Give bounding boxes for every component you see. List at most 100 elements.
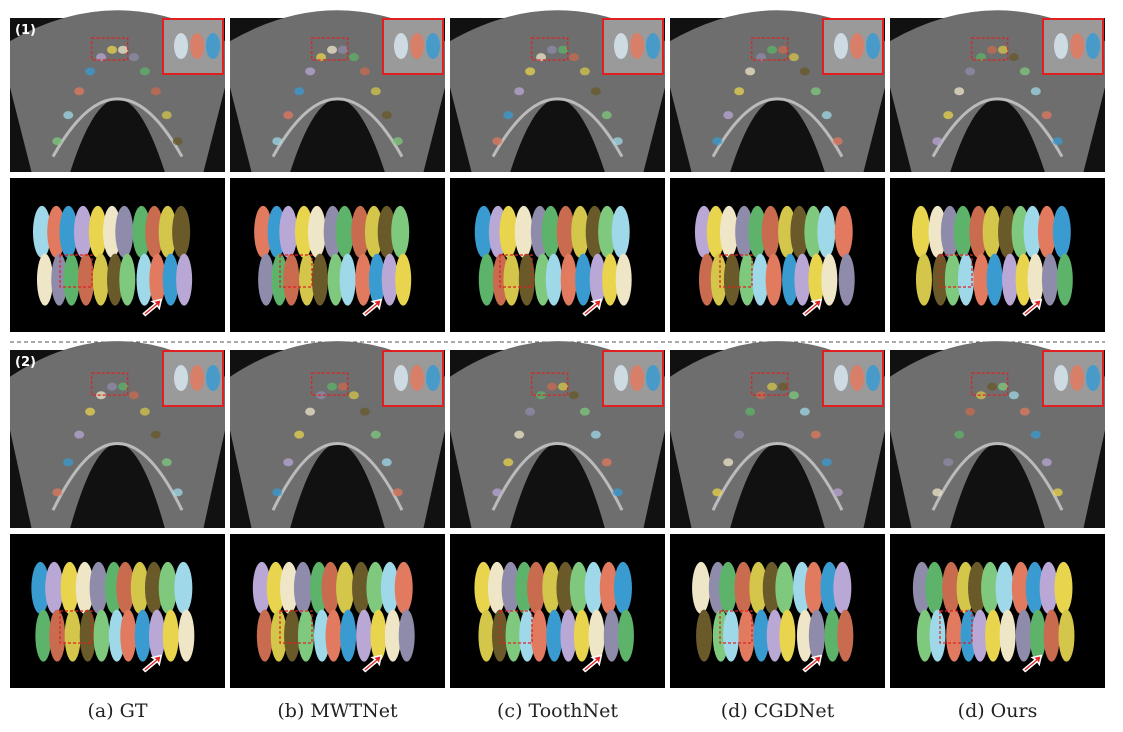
upper-tooth: [1023, 205, 1042, 258]
upper-tooth: [487, 561, 506, 614]
tooth-label: [96, 53, 107, 62]
upper-tooth: [541, 205, 560, 258]
tooth-label: [150, 430, 161, 439]
lower-tooth: [176, 253, 193, 306]
tooth-label: [63, 458, 74, 467]
inset-tooth: [1054, 33, 1068, 59]
tooth-label: [392, 137, 403, 146]
lower-tooth: [985, 609, 1002, 662]
upper-tooth: [556, 205, 575, 258]
tooth-label: [767, 382, 778, 391]
tooth-label: [777, 45, 788, 54]
inset-tooth: [850, 33, 864, 59]
tooth-label: [1008, 53, 1019, 62]
tooth-label: [514, 430, 525, 439]
lower-tooth: [545, 253, 562, 306]
tooth-label: [283, 458, 294, 467]
lower-tooth: [92, 253, 109, 306]
column-caption: (b) MWTNet: [277, 700, 398, 722]
bone-inner: [711, 441, 844, 511]
upper-tooth: [252, 561, 271, 614]
upper-tooth: [611, 205, 630, 258]
inset-tooth: [866, 33, 880, 59]
upper-tooth: [174, 561, 193, 614]
inset-tooth: [206, 33, 220, 59]
upper-tooth: [474, 205, 493, 258]
tooth-label: [745, 67, 756, 76]
upper-tooth: [1054, 561, 1073, 614]
lower-tooth: [1058, 609, 1075, 662]
lower-tooth: [752, 253, 769, 306]
upper-tooth: [130, 561, 149, 614]
zoom-box: [719, 254, 753, 288]
upper-tooth: [366, 561, 385, 614]
arrow: [362, 298, 383, 317]
lower-tooth: [271, 253, 288, 306]
inset-tooth: [1070, 365, 1084, 391]
upper-tooth: [748, 205, 767, 258]
lower-tooth: [35, 609, 52, 662]
tooth-label: [327, 45, 338, 54]
bone-inner: [271, 441, 404, 511]
lower-tooth: [573, 609, 590, 662]
render-3d: [10, 534, 225, 688]
bone-inner: [491, 97, 624, 158]
tooth-label: [832, 137, 843, 146]
tooth-label: [557, 45, 568, 54]
upper-tooth: [953, 205, 972, 258]
upper-tooth: [584, 561, 603, 614]
lower-tooth: [723, 253, 740, 306]
bone-inner: [51, 97, 184, 158]
lower-tooth: [327, 253, 344, 306]
zoom-box: [279, 610, 313, 644]
bone-inner: [51, 441, 184, 511]
zoom-box: [939, 254, 973, 288]
column-caption: (c) ToothNet: [497, 700, 618, 722]
lower-tooth: [534, 253, 551, 306]
zoom-box: [311, 37, 349, 61]
upper-tooth: [380, 561, 399, 614]
upper-tooth: [59, 205, 78, 258]
zoom-box: [279, 254, 313, 288]
upper-tooth: [31, 561, 50, 614]
lower-tooth: [1043, 609, 1060, 662]
tooth-label: [756, 391, 767, 400]
zoom-box: [939, 610, 973, 644]
tooth-label: [612, 137, 623, 146]
render-3d: [230, 178, 445, 332]
zoom-box: [59, 610, 93, 644]
inset-tooth: [394, 33, 408, 59]
tooth-label: [568, 391, 579, 400]
lower-tooth: [972, 609, 989, 662]
upper-tooth: [969, 205, 988, 258]
lower-tooth: [339, 253, 356, 306]
lower-tooth: [960, 609, 977, 662]
tooth-label: [316, 53, 327, 62]
lower-tooth: [340, 609, 357, 662]
lower-tooth: [738, 609, 755, 662]
inset-tooth: [630, 365, 644, 391]
lower-tooth: [311, 253, 328, 306]
arrow: [582, 298, 603, 317]
render-3d: [230, 534, 445, 688]
lower-tooth: [381, 253, 398, 306]
lower-tooth: [384, 609, 401, 662]
lower-tooth: [698, 253, 715, 306]
lower-tooth: [531, 609, 548, 662]
lower-tooth: [298, 253, 315, 306]
upper-tooth: [569, 561, 588, 614]
lower-tooth: [93, 609, 110, 662]
row-label: (1): [15, 23, 36, 38]
upper-tooth: [599, 561, 618, 614]
lower-tooth: [782, 253, 799, 306]
lower-tooth: [313, 609, 330, 662]
upper-tooth: [1039, 561, 1058, 614]
lower-tooth: [766, 609, 783, 662]
lower-tooth: [575, 253, 592, 306]
tooth-label: [965, 407, 976, 416]
upper-tooth: [158, 561, 177, 614]
upper-tooth: [294, 205, 313, 258]
tooth-label: [370, 430, 381, 439]
lower-tooth: [957, 253, 974, 306]
